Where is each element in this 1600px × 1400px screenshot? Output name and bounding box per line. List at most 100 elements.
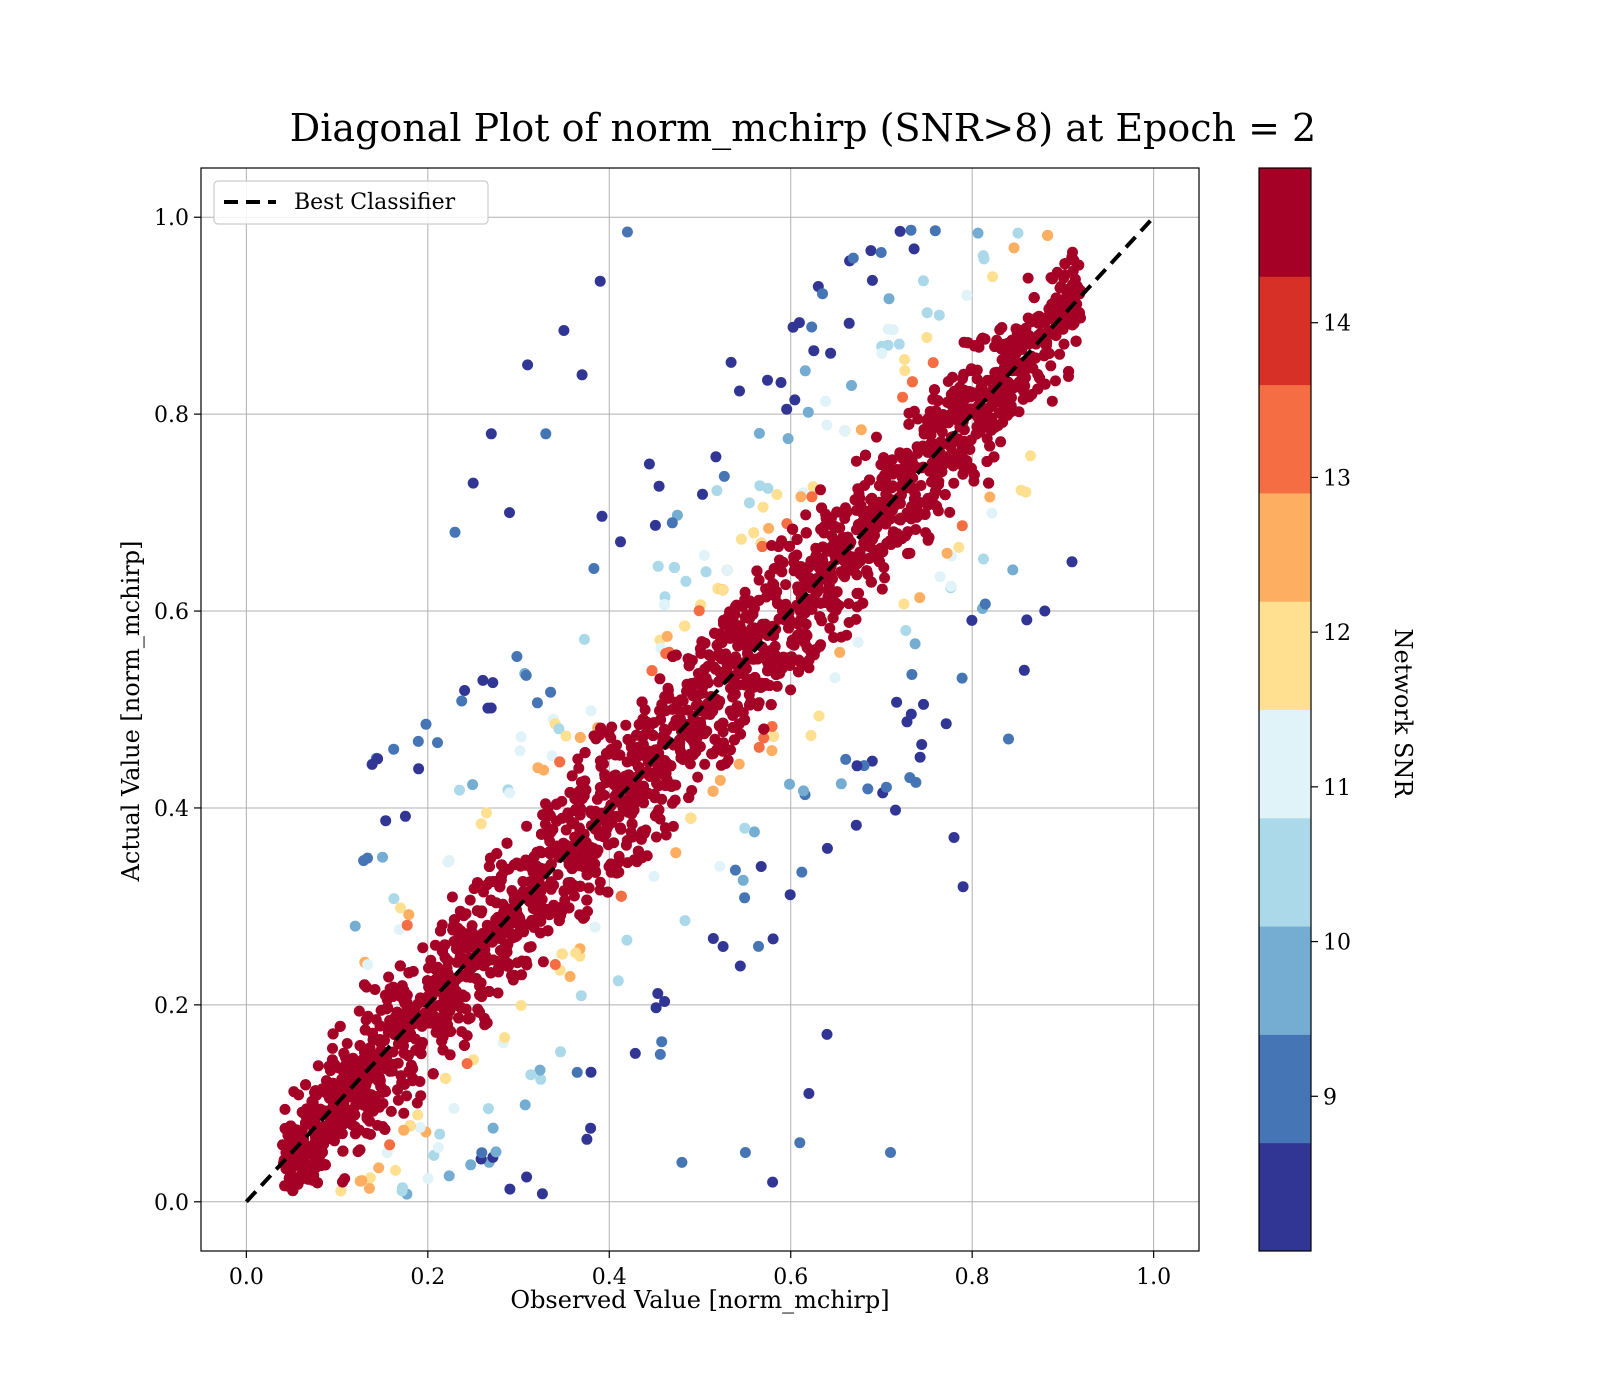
scatter-point	[821, 419, 833, 431]
scatter-point	[692, 771, 704, 783]
scatter-point	[795, 491, 807, 503]
scatter-point	[380, 815, 392, 827]
scatter-point	[725, 356, 737, 368]
scatter-point	[1028, 292, 1040, 304]
scatter-point	[882, 339, 894, 351]
scatter-point	[865, 245, 877, 257]
scatter-point	[534, 1064, 546, 1076]
scatter-point	[885, 1147, 896, 1158]
scatter-point	[893, 513, 905, 525]
scatter-point	[785, 684, 797, 696]
scatter-point	[753, 427, 765, 439]
scatter-point	[861, 565, 873, 577]
scatter-point	[717, 737, 729, 749]
scatter-point	[545, 858, 557, 870]
scatter-point	[296, 1124, 308, 1136]
scatter-point	[521, 1171, 533, 1183]
scatter-point	[948, 832, 960, 843]
scatter-point	[863, 553, 875, 564]
scatter-point	[395, 902, 406, 914]
scatter-point	[467, 477, 479, 489]
scatter-point	[933, 309, 945, 321]
scatter-point	[734, 960, 746, 972]
scatter-point	[733, 758, 745, 770]
scatter-point	[581, 1133, 593, 1145]
scatter-point	[369, 984, 381, 995]
scatter-point	[760, 591, 772, 603]
scatter-point	[598, 758, 609, 770]
scatter-point	[394, 960, 406, 972]
scatter-point	[798, 785, 809, 797]
scatter-point	[698, 549, 710, 561]
scatter-point	[921, 307, 933, 319]
scatter-point	[536, 1188, 548, 1200]
scatter-point	[709, 733, 721, 745]
scatter-point	[562, 877, 574, 889]
scatter-point	[893, 338, 905, 350]
scatter-point	[710, 451, 722, 463]
scatter-point	[327, 1042, 338, 1054]
scatter-point	[917, 275, 929, 287]
scatter-point	[647, 730, 659, 741]
scatter-point	[407, 965, 419, 977]
scatter-point	[851, 601, 863, 613]
scatter-point	[506, 969, 517, 981]
scatter-point	[434, 1128, 446, 1140]
scatter-point	[583, 882, 595, 894]
scatter-point	[906, 669, 918, 680]
colorbar-tick-label: 9	[1323, 1085, 1337, 1110]
scatter-point	[850, 819, 862, 831]
scatter-point	[487, 1122, 499, 1134]
scatter-point	[581, 894, 593, 906]
scatter-point	[912, 413, 924, 425]
scatter-point	[866, 755, 878, 767]
scatter-point	[485, 967, 497, 979]
x-tick-label: 0.4	[592, 1265, 627, 1290]
scatter-point	[835, 778, 847, 790]
scatter-point	[474, 989, 486, 1001]
y-axis-label: Actual Value [norm_mchirp]	[117, 541, 145, 883]
scatter-point	[899, 354, 910, 365]
scatter-point	[312, 1060, 324, 1072]
scatter-point	[448, 1103, 460, 1114]
scatter-point	[643, 458, 655, 470]
scatter-point	[549, 959, 561, 970]
scatter-point	[802, 406, 814, 418]
scatter-point	[945, 580, 957, 592]
scatter-point	[972, 227, 984, 239]
scatter-point	[504, 1183, 516, 1195]
scatter-point	[653, 804, 665, 816]
scatter-point	[806, 491, 818, 503]
scatter-point	[574, 909, 586, 921]
scatter-point	[1058, 272, 1070, 284]
scatter-point	[725, 682, 736, 694]
scatter-point	[494, 945, 506, 956]
scatter-point	[721, 564, 733, 576]
scatter-point	[552, 869, 564, 881]
scatter-point	[514, 745, 526, 757]
y-axis-ticks: 0.00.20.40.60.81.0	[154, 206, 201, 1216]
scatter-point	[956, 520, 968, 532]
scatter-point	[1042, 229, 1054, 241]
scatter-point	[456, 695, 468, 707]
scatter-point	[481, 807, 492, 819]
scatter-point	[996, 322, 1008, 333]
scatter-point	[1074, 288, 1085, 300]
scatter-point	[650, 831, 662, 843]
scatter-point	[978, 253, 990, 265]
scatter-point	[1054, 348, 1066, 360]
scatter-point	[341, 1038, 353, 1049]
scatter-point	[437, 1044, 449, 1056]
scatter-point	[926, 476, 938, 488]
scatter-point	[851, 760, 863, 772]
best-classifier-line	[244, 215, 1156, 1204]
scatter-point	[574, 732, 586, 743]
scatter-point	[871, 431, 882, 443]
scatter-point	[981, 456, 993, 467]
scatter-point	[787, 523, 799, 535]
scatter-point	[571, 1066, 583, 1078]
scatter-point	[612, 975, 624, 987]
scatter-point	[763, 522, 775, 534]
scatter-point	[1046, 395, 1058, 407]
